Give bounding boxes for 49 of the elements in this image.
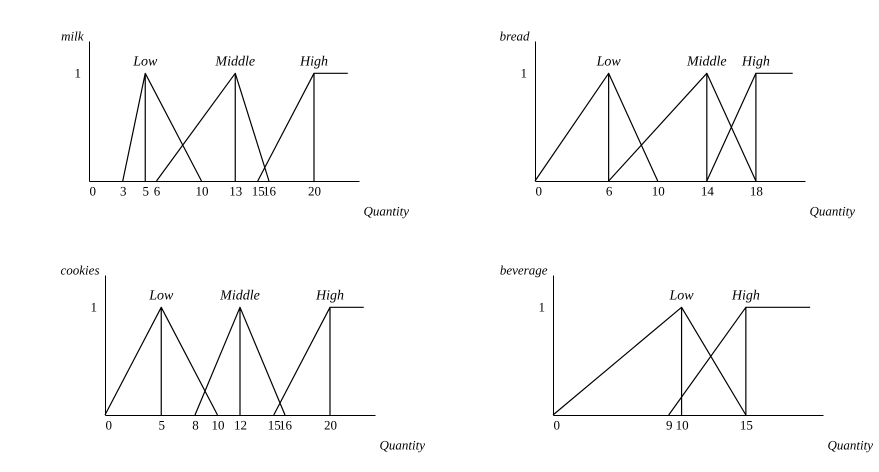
- y-axis-title: cookies: [60, 262, 100, 278]
- series-label: High: [299, 54, 328, 70]
- series-label: Low: [596, 54, 622, 70]
- x-tick-label: 8: [192, 418, 199, 432]
- x-tick-label: 0: [106, 418, 112, 432]
- series-label: Middle: [219, 288, 260, 304]
- x-tick-label: 6: [154, 184, 161, 198]
- x-tick-label: 12: [234, 418, 247, 432]
- x-tick-label: 9: [666, 418, 672, 432]
- text: 1: [74, 65, 81, 80]
- x-tick-label: 13: [229, 184, 242, 198]
- x-tick-label: 15: [252, 184, 265, 198]
- x-tick-label: 6: [606, 184, 613, 198]
- series-label: Low: [668, 288, 694, 304]
- x-tick-label: 10: [676, 418, 689, 432]
- x-tick-label: 5: [142, 184, 149, 198]
- x-tick-label: 0: [536, 184, 542, 198]
- text: 1: [90, 299, 97, 314]
- x-tick-label: 3: [120, 184, 126, 198]
- y-axis-title: milk: [61, 28, 84, 44]
- x-axis-title: Quantity: [380, 438, 426, 452]
- series-label: Middle: [214, 54, 256, 70]
- text: 1: [538, 299, 545, 314]
- x-tick-label: 10: [652, 184, 665, 198]
- x-tick-label: 15: [268, 418, 281, 432]
- y-axis-title: bread: [500, 28, 530, 44]
- series-label: High: [740, 54, 770, 70]
- text: 1: [520, 65, 527, 80]
- x-tick-label: 20: [324, 418, 337, 432]
- x-axis-title: Quantity: [828, 438, 874, 452]
- x-tick-label: 10: [212, 418, 224, 432]
- x-tick-label: 0: [554, 418, 560, 432]
- x-tick-label: 16: [263, 184, 276, 198]
- series-label: Low: [132, 54, 158, 70]
- x-tick-label: 18: [750, 184, 763, 198]
- x-tick-label: 16: [279, 418, 292, 432]
- x-tick-label: 5: [158, 418, 165, 432]
- series-label: Low: [148, 288, 174, 304]
- x-tick-label: 0: [90, 184, 96, 198]
- y-axis-title: beverage: [500, 262, 548, 278]
- x-axis-title: Quantity: [364, 204, 410, 218]
- series-label: High: [315, 288, 344, 304]
- x-tick-label: 14: [700, 184, 714, 198]
- x-tick-label: 15: [740, 418, 753, 432]
- x-tick-label: 10: [196, 184, 208, 198]
- x-axis-title: Quantity: [810, 204, 856, 218]
- series-label: Middle: [686, 54, 727, 70]
- x-tick-label: 20: [308, 184, 321, 198]
- series-label: High: [730, 288, 760, 304]
